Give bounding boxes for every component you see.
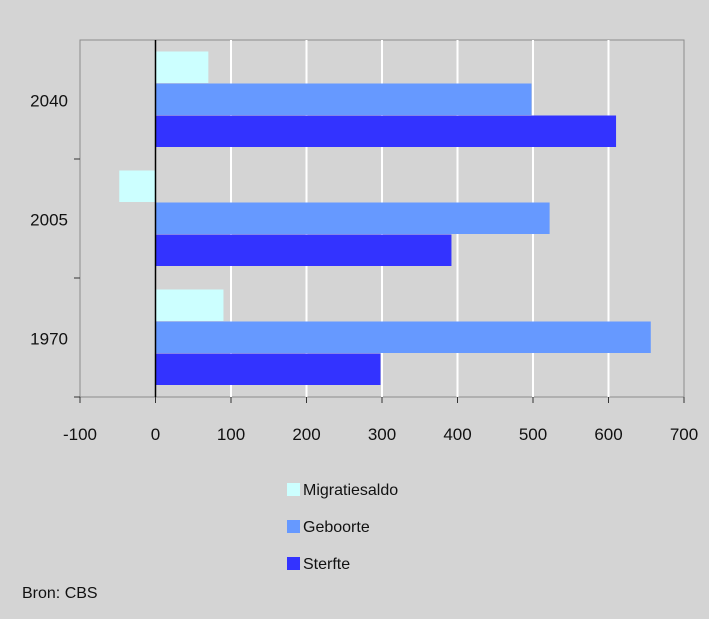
- legend-label: Geboorte: [303, 519, 370, 536]
- x-tick-label: 500: [519, 425, 547, 444]
- x-tick-label: 300: [368, 425, 396, 444]
- x-tick-label: -100: [63, 425, 97, 444]
- legend-swatch: [287, 557, 300, 570]
- x-tick-label: 0: [151, 425, 160, 444]
- legend-label: Migratiesaldo: [303, 482, 398, 499]
- bar-migratiesaldo-2040: [155, 51, 209, 83]
- legend-swatch: [287, 483, 300, 496]
- y-tick-label: 1970: [30, 330, 68, 349]
- bar-geboorte-2040: [155, 83, 532, 115]
- bar-sterfte-2005: [155, 234, 452, 266]
- bar-geboorte-2005: [155, 202, 550, 234]
- y-tick-label: 2005: [30, 211, 68, 230]
- x-tick-label: 200: [292, 425, 320, 444]
- bar-sterfte-1970: [155, 353, 381, 385]
- bar-migratiesaldo-2005: [119, 170, 156, 202]
- x-tick-label: 100: [217, 425, 245, 444]
- bar-sterfte-2040: [155, 115, 617, 147]
- y-tick-label: 2040: [30, 92, 68, 111]
- legend-label: Sterfte: [303, 556, 350, 573]
- x-tick-label: 700: [670, 425, 698, 444]
- bar-geboorte-1970: [155, 321, 651, 353]
- legend-swatch: [287, 520, 300, 533]
- source-note: Bron: CBS: [22, 585, 98, 602]
- bar-migratiesaldo-1970: [155, 289, 224, 321]
- x-tick-label: 400: [443, 425, 471, 444]
- x-tick-label: 600: [594, 425, 622, 444]
